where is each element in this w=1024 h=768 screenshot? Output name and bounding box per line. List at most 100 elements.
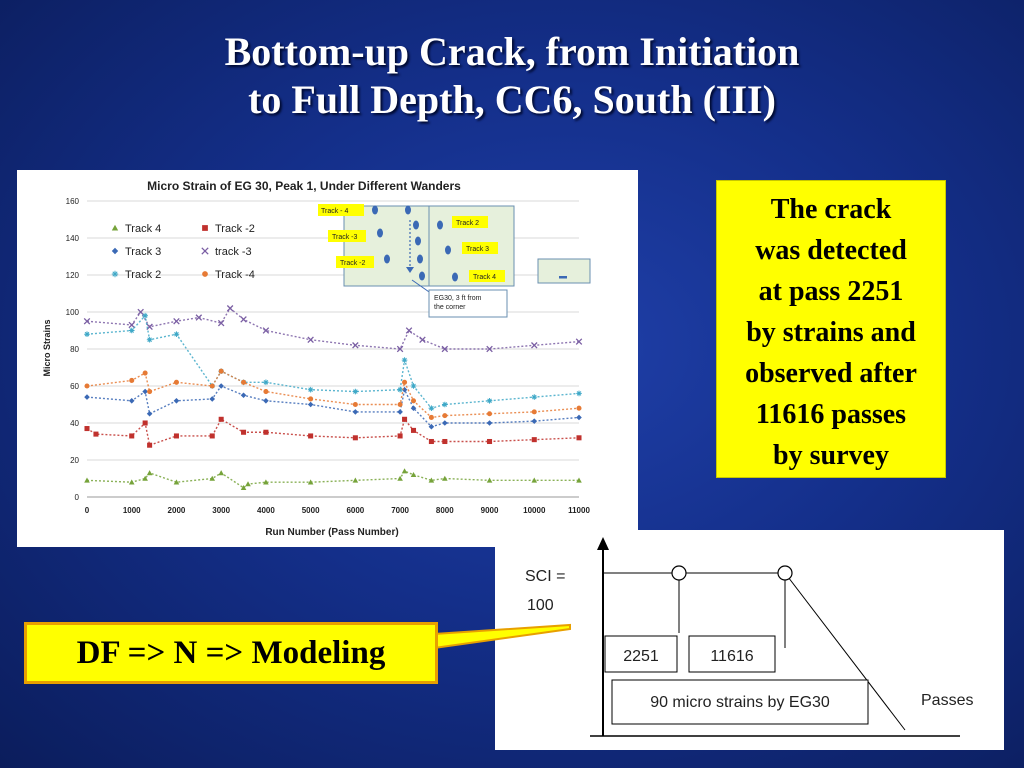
y-tick-label: 40 — [70, 419, 79, 428]
x-tick-label: 9000 — [481, 506, 499, 515]
data-point — [146, 323, 153, 331]
sci-marker-2251 — [671, 565, 687, 581]
data-point — [218, 383, 224, 389]
data-point — [147, 442, 153, 448]
pass-box-11616 — [688, 635, 776, 673]
data-point — [428, 438, 434, 445]
inset-sensor-dot — [419, 271, 425, 281]
data-point — [397, 433, 403, 439]
data-point — [396, 345, 404, 353]
legend-label: Track -2 — [215, 223, 255, 235]
data-point — [486, 477, 493, 483]
data-point — [307, 386, 314, 393]
data-point — [352, 388, 359, 395]
callout-line: at pass 2251 — [758, 276, 904, 307]
y-tick-label: 120 — [66, 271, 80, 280]
data-point — [129, 433, 135, 439]
sci-decline-line — [784, 572, 906, 731]
data-point — [241, 379, 247, 385]
inset-label-track-2: Track 2 — [456, 220, 479, 227]
data-point — [442, 420, 448, 426]
data-point — [129, 377, 135, 383]
data-point — [307, 479, 314, 485]
data-point — [401, 386, 408, 393]
inset-label-track-4: Track 4 — [473, 274, 496, 281]
data-point — [146, 410, 153, 417]
data-point — [419, 336, 426, 344]
data-point — [308, 433, 314, 439]
legend-item: Track 4 — [111, 223, 161, 235]
x-tick-label: 4000 — [257, 506, 275, 515]
data-point — [209, 433, 215, 439]
series-track-4 — [84, 368, 582, 420]
data-point — [576, 414, 582, 421]
sci-marker-11616 — [777, 565, 793, 581]
legend-marker — [111, 270, 119, 278]
inset-panel-left — [343, 205, 430, 287]
sci-y-axis-arrow — [597, 537, 609, 550]
legend-item: Track -4 — [202, 269, 255, 281]
series-trend-line — [86, 314, 580, 409]
data-point — [307, 401, 314, 408]
x-tick-label: 10000 — [523, 506, 546, 515]
data-point — [410, 472, 417, 478]
data-point — [442, 438, 448, 445]
chart-title: Micro Strain of EG 30, Peak 1, Under Dif… — [147, 179, 461, 193]
pass-label-2251: 2251 — [623, 648, 659, 665]
wander-inset: Track - 4 Track -3 Track -2 Track 2 Trac… — [318, 204, 591, 318]
x-tick-label: 3000 — [212, 506, 230, 515]
data-point — [428, 414, 434, 420]
data-point — [128, 479, 135, 485]
data-point — [83, 317, 91, 325]
data-point — [137, 308, 144, 316]
inset-sensor-dot — [413, 220, 419, 230]
data-point — [531, 394, 538, 400]
data-point — [442, 413, 448, 419]
data-point — [84, 331, 90, 337]
data-point — [209, 383, 215, 389]
data-point — [307, 336, 314, 344]
data-point — [576, 390, 582, 397]
data-point — [487, 438, 493, 445]
data-point — [241, 429, 247, 435]
y-tick-label: 0 — [75, 493, 80, 502]
legend-marker — [111, 247, 119, 255]
inset-label-track-m3: Track -3 — [332, 234, 358, 241]
series-track-3 — [83, 305, 583, 353]
data-point — [531, 409, 537, 415]
data-point — [405, 327, 413, 334]
data-point — [142, 475, 148, 481]
x-axis-label: Run Number (Pass Number) — [265, 527, 398, 538]
data-point — [263, 429, 269, 435]
legend-marker — [201, 247, 209, 255]
data-point — [410, 405, 417, 411]
inset-sensor-dot — [445, 245, 451, 255]
data-point — [173, 433, 179, 439]
data-point — [487, 411, 493, 417]
y-tick-label: 80 — [70, 345, 79, 354]
y-tick-label: 20 — [70, 456, 79, 465]
legend-label: Track -4 — [215, 269, 255, 281]
series-track-4 — [84, 468, 582, 490]
series-track-2 — [84, 312, 582, 411]
pass-box-2251 — [604, 635, 678, 673]
inset-label-bg — [452, 216, 488, 228]
chart-axes: 0 20 40 60 80 100 120 140 160 0 1000 2000 3000 4000 50… — [66, 197, 591, 515]
x-tick-label: 6000 — [346, 506, 364, 515]
inset-sensor-dot — [452, 272, 458, 282]
legend-item: Track 2 — [111, 269, 161, 281]
data-point — [531, 437, 537, 443]
data-point — [245, 481, 251, 487]
data-point — [263, 389, 269, 395]
callout-line: 11616 passes — [755, 399, 907, 430]
inset-label-bg — [336, 256, 374, 268]
data-point — [209, 475, 216, 481]
data-point — [402, 416, 408, 422]
x-tick-label: 8000 — [436, 506, 454, 515]
inset-note-box — [428, 289, 508, 318]
x-tick-label: 11000 — [568, 506, 590, 515]
legend-marker — [202, 271, 208, 277]
data-point — [410, 383, 417, 389]
x-tick-label: 1000 — [123, 506, 141, 515]
legend-label: Track 3 — [125, 246, 161, 258]
